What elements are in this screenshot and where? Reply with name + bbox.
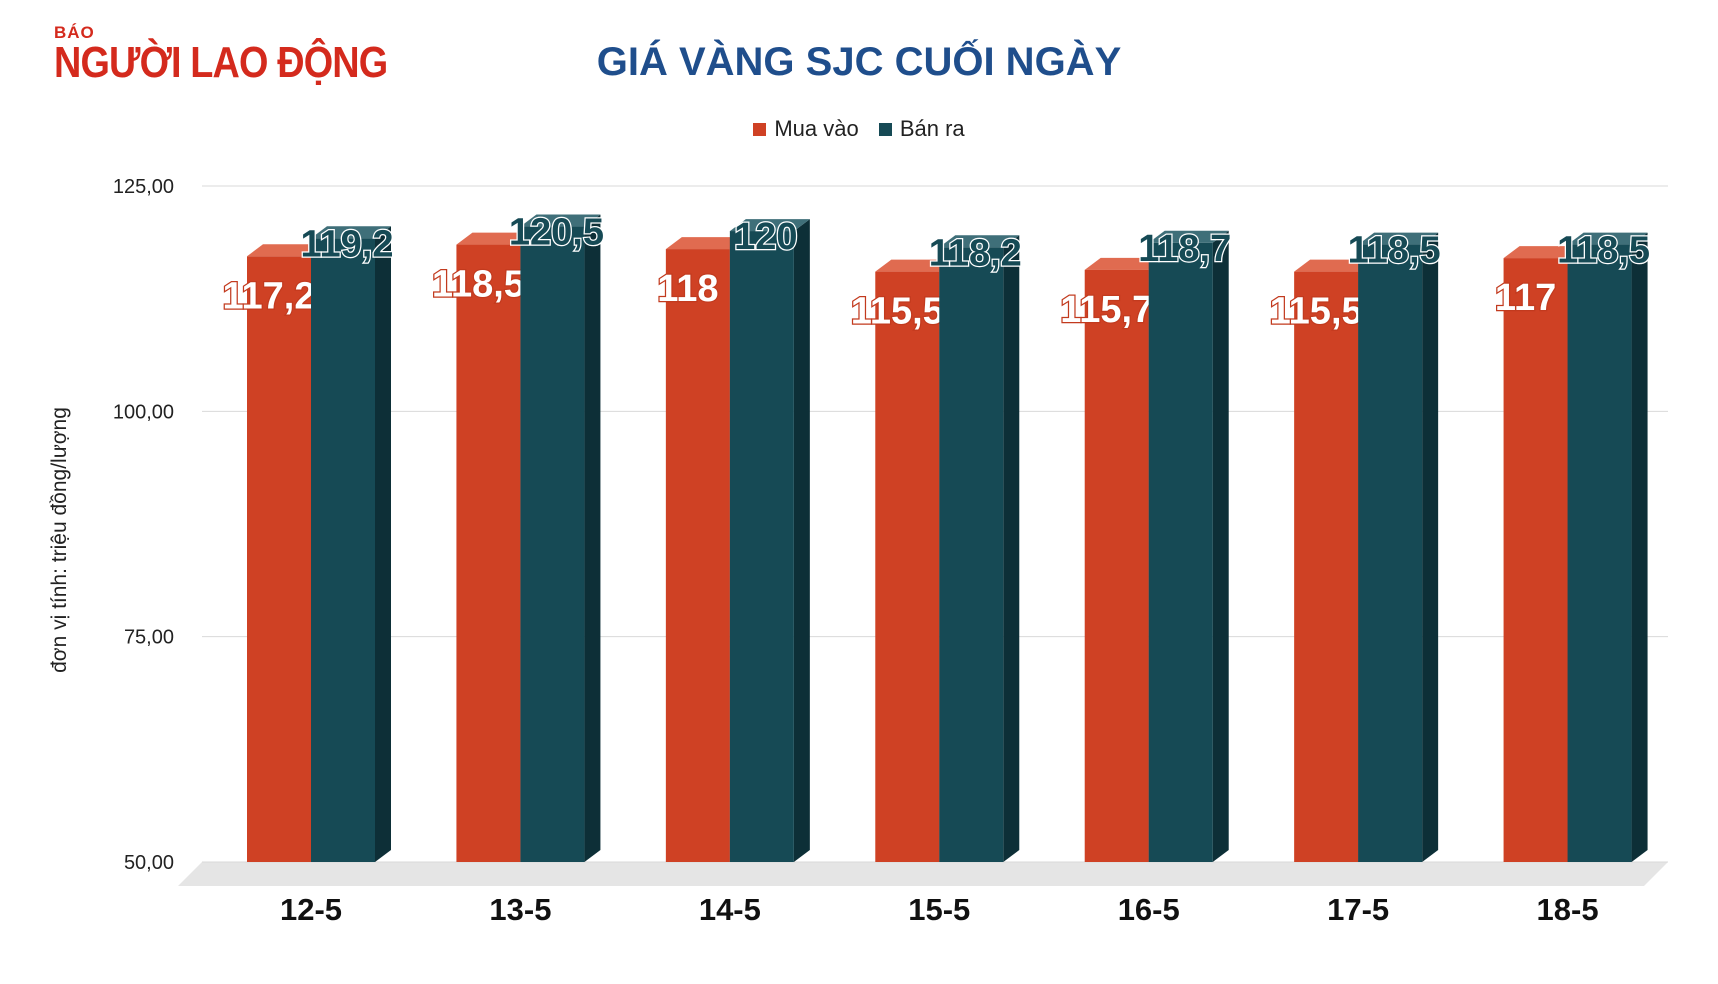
bar-top (729, 219, 810, 232)
data-label-sell: 118,7 (1138, 228, 1231, 270)
bar-buy (456, 244, 521, 862)
bar-buy (1084, 269, 1149, 863)
bar-top (875, 259, 956, 272)
bar-sell (1148, 242, 1213, 862)
bar-top (1358, 232, 1439, 245)
bar-sell (1567, 244, 1632, 862)
bar-top (520, 214, 601, 227)
data-label-sell: 118,5 (1348, 230, 1441, 272)
bar-buy (247, 256, 311, 863)
legend-label-sell: Bán ra (899, 116, 965, 141)
bar-top (1503, 246, 1584, 259)
data-label-sell: 120 (734, 216, 797, 258)
bar-top (247, 244, 327, 257)
y-tick-label: 75,00 (124, 627, 174, 649)
bar-side (1212, 230, 1229, 862)
x-tick-label: 15-5 (908, 892, 970, 927)
bar-top (1294, 259, 1375, 272)
bar-sell (729, 231, 794, 863)
x-tick-label: 14-5 (699, 892, 761, 927)
bar-side (584, 214, 601, 862)
bar-side (1003, 235, 1020, 863)
x-tick-label: 18-5 (1537, 892, 1599, 927)
y-tick-label: 50,00 (124, 852, 174, 874)
bar-top (456, 232, 537, 245)
logo-name: NGƯỜI LAO ĐỘNG (54, 38, 388, 87)
bar-buy (1503, 258, 1568, 862)
data-label-sell: 118,2 (929, 232, 1022, 274)
bar-buy (1294, 271, 1359, 862)
data-label-buy: 118,5 (432, 264, 525, 306)
data-label-buy: 117,2 (223, 275, 316, 317)
x-tick-label: 12-5 (280, 892, 342, 927)
legend-swatch-buy (753, 123, 767, 136)
y-tick-label: 125,00 (113, 176, 174, 198)
chart-legend: Mua vào Bán ra (0, 116, 1718, 142)
data-label-buy: 115,5 (851, 291, 944, 333)
bar-top (311, 226, 391, 239)
data-label-buy: 115,5 (1270, 291, 1363, 333)
logo-prefix: BÁO (54, 23, 95, 42)
bar-top (665, 237, 746, 250)
bar-side (375, 226, 391, 862)
bar-buy (665, 249, 730, 863)
bar-sell (520, 226, 585, 862)
legend-swatch-sell (878, 123, 892, 136)
chart-floor (178, 862, 1668, 886)
legend-item-sell: Bán ra (878, 116, 965, 142)
legend-item-buy: Mua vào (753, 116, 859, 142)
bar-buy (875, 271, 940, 862)
bar-top (939, 235, 1020, 248)
x-tick-label: 17-5 (1327, 892, 1389, 927)
y-tick-label: 100,00 (113, 401, 174, 423)
newspaper-logo: BÁO NGƯỜI LAO ĐỘNG (54, 24, 442, 85)
legend-label-buy: Mua vào (774, 116, 859, 141)
bar-sell (939, 247, 1004, 863)
data-label-buy: 118 (657, 268, 718, 310)
data-label-buy: 115,7 (1060, 289, 1153, 331)
data-label-sell: 120,5 (509, 212, 604, 254)
bar-sell (1358, 244, 1423, 862)
chart-title: GIÁ VÀNG SJC CUỐI NGÀY (596, 40, 1122, 84)
data-label-buy: 117 (1495, 277, 1556, 319)
data-label-sell: 118,5 (1557, 230, 1650, 272)
bar-top (1084, 257, 1165, 270)
bar-top (1148, 230, 1229, 243)
bar-side (1631, 232, 1648, 862)
bar-sell (311, 238, 375, 862)
bar-side (1422, 232, 1439, 862)
bar-side (793, 219, 810, 863)
data-label-sell: 119,2 (301, 223, 394, 265)
bar-top (1567, 232, 1648, 245)
y-axis-label: đơn vị tính: triệu đồng/lượng (48, 407, 71, 673)
x-tick-label: 13-5 (489, 892, 551, 927)
x-tick-label: 16-5 (1118, 892, 1180, 927)
